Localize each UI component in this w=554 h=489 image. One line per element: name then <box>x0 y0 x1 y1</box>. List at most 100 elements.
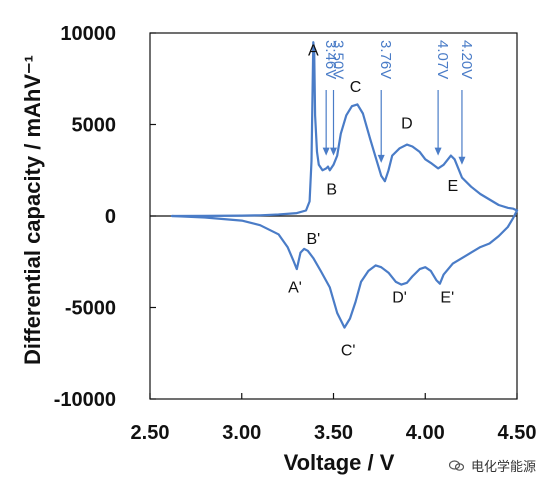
data-point <box>380 174 383 177</box>
x-tick-label: 3.00 <box>222 422 261 444</box>
watermark-text: 电化学能源 <box>470 460 536 475</box>
data-point <box>479 193 482 195</box>
data-point <box>418 151 421 153</box>
data-point <box>470 185 472 188</box>
data-point <box>453 158 456 161</box>
data-point <box>452 262 454 265</box>
data-point <box>430 270 432 272</box>
data-point <box>395 281 397 283</box>
data-point <box>400 283 403 286</box>
data-point <box>430 162 432 164</box>
peak-label: D' <box>392 290 407 307</box>
data-point <box>461 176 463 179</box>
data-point <box>356 103 359 106</box>
data-point <box>507 207 509 209</box>
peak-label: C' <box>341 343 356 360</box>
data-point <box>497 235 500 237</box>
peak-label: B <box>326 182 337 199</box>
data-point <box>327 165 329 168</box>
data-point <box>319 270 322 272</box>
data-point <box>329 169 331 172</box>
data-point <box>424 158 427 161</box>
data-point <box>336 154 339 157</box>
peak-label: E' <box>440 290 454 307</box>
data-point <box>292 259 294 261</box>
x-tick-label: 4.00 <box>406 422 445 444</box>
data-point <box>241 214 243 217</box>
peak-label: A' <box>288 280 302 297</box>
data-point <box>512 207 515 210</box>
data-point <box>299 251 302 254</box>
data-point <box>314 114 316 117</box>
data-point <box>435 279 438 281</box>
data-point <box>305 209 307 212</box>
data-point <box>308 200 311 203</box>
data-point <box>321 169 324 172</box>
data-point <box>387 169 390 172</box>
y-tick-label: -10000 <box>54 389 116 411</box>
data-point <box>457 167 460 170</box>
data-point <box>461 257 463 259</box>
x-tick-label: 3.50 <box>314 422 353 444</box>
data-point <box>406 282 408 284</box>
y-tick-label: 10000 <box>60 23 116 45</box>
data-point <box>312 257 315 259</box>
x-tick-label: 2.50 <box>131 422 170 444</box>
voltage-marker-arrowhead <box>377 154 385 163</box>
data-point <box>343 326 346 329</box>
data-point <box>398 147 401 150</box>
data-point <box>345 114 348 117</box>
data-point <box>332 164 335 166</box>
voltage-marker-label: 4.20V <box>458 40 475 79</box>
data-point <box>313 50 316 53</box>
data-point <box>318 164 320 166</box>
data-point <box>439 282 441 285</box>
watermark: 电化学能源 <box>448 456 536 475</box>
data-point <box>391 154 394 157</box>
data-point <box>296 212 298 214</box>
data-point <box>329 286 331 289</box>
data-point <box>387 271 390 274</box>
data-point <box>325 167 328 170</box>
data-point <box>488 242 491 245</box>
peak-label: C <box>350 79 362 96</box>
voltage-marker-label: 4.07V <box>434 40 451 79</box>
voltage-marker-label: 3.50V <box>330 40 347 79</box>
voltage-marker-label: 3.46V <box>322 40 339 79</box>
data-point <box>411 275 414 278</box>
data-point <box>349 317 351 320</box>
voltage-marker-arrowhead <box>322 147 330 156</box>
data-point <box>512 217 515 219</box>
data-point <box>310 160 313 162</box>
data-point <box>354 301 357 303</box>
voltage-marker-arrowhead <box>330 147 337 156</box>
data-point <box>374 264 377 267</box>
y-axis-label: Differential capacity / mAhV⁻¹ <box>20 55 45 365</box>
peak-label: B' <box>306 231 320 248</box>
data-point <box>470 251 472 254</box>
data-point <box>437 167 439 170</box>
data-point <box>171 215 173 217</box>
data-point <box>286 246 289 248</box>
data-point <box>497 204 500 206</box>
data-point <box>241 219 243 222</box>
data-point <box>418 268 421 270</box>
peak-labels-layer: A B C D E A' B' C' D' E' <box>288 43 458 360</box>
voltage-marker-arrowhead <box>434 147 442 156</box>
data-point <box>384 180 386 182</box>
data-point <box>351 105 353 107</box>
data-point <box>336 312 339 314</box>
data-point <box>450 154 452 157</box>
data-point <box>367 270 370 272</box>
series-layer <box>170 41 519 329</box>
voltage-marker-label: 3.76V <box>377 40 394 79</box>
data-point <box>369 138 372 140</box>
x-tick-label: 4.50 <box>498 422 537 444</box>
data-point <box>442 164 445 166</box>
peak-label: D <box>401 116 413 133</box>
data-point <box>516 209 518 212</box>
peak-label: A <box>308 43 319 60</box>
peak-label: E <box>447 178 458 195</box>
data-point <box>259 214 261 217</box>
